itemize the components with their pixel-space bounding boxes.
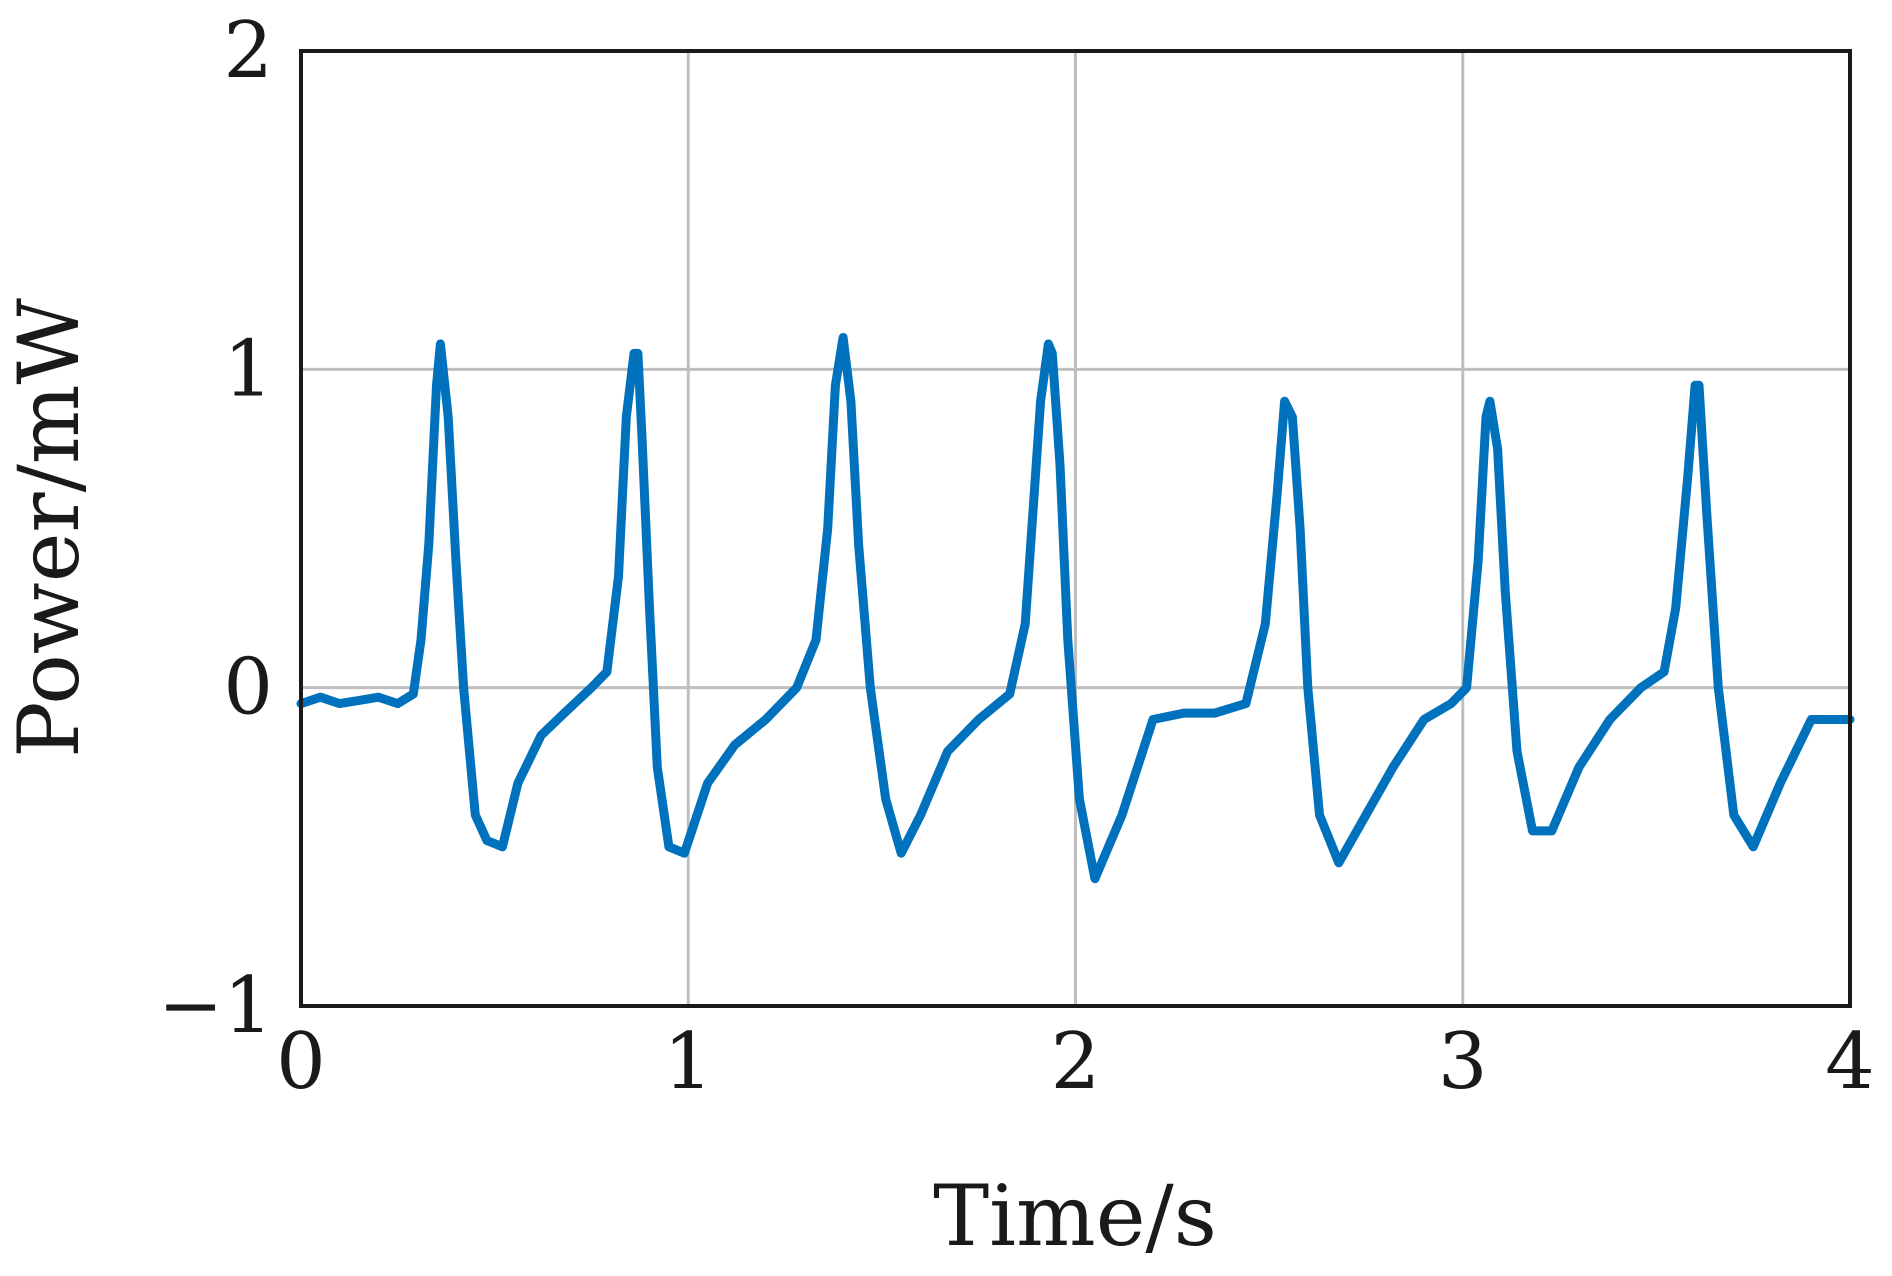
y-axis-label: Power/mW [0, 297, 98, 757]
plot-frame [299, 49, 1852, 1008]
y-tick-label: 2 [223, 6, 273, 96]
x-tick-label: 1 [663, 1017, 713, 1107]
x-tick-label: 3 [1438, 1017, 1488, 1107]
y-tick-label: 1 [223, 324, 273, 414]
x-tick-label: 4 [1825, 1017, 1875, 1107]
x-axis-label: Time/s [933, 1167, 1217, 1265]
series-line [296, 333, 1855, 884]
x-tick-label: 0 [276, 1017, 326, 1107]
y-tick-labels: −1 0 1 2 [158, 6, 273, 1051]
x-tick-label: 2 [1051, 1017, 1101, 1107]
y-tick-label: −1 [158, 961, 273, 1051]
y-tick-label: 0 [223, 643, 273, 733]
grid-layer [301, 51, 1850, 1006]
x-tick-labels: 0 1 2 3 4 [276, 1017, 1875, 1107]
